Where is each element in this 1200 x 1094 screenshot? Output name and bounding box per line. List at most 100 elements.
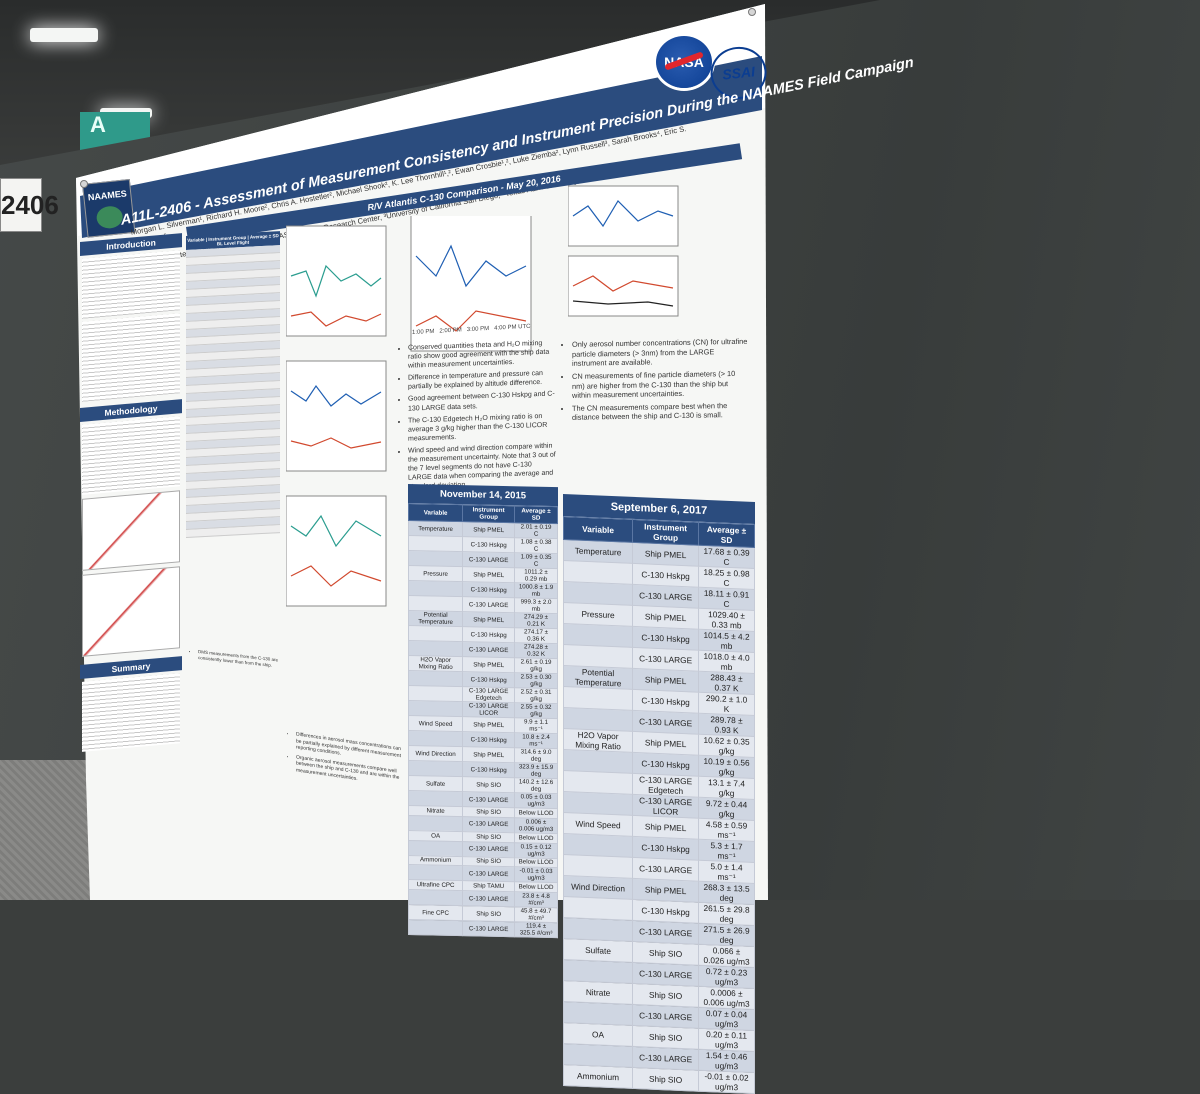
average-cell: 0.066 ± 0.026 ug/m3 xyxy=(698,944,755,968)
instrument-cell: Ship PMEL xyxy=(632,815,699,840)
average-cell: 0.0006 ± 0.006 ug/m3 xyxy=(698,986,755,1010)
instrument-cell: Ship SIO xyxy=(632,1025,699,1050)
november-table-panel: November 14, 2015 Variable Instrument Gr… xyxy=(408,484,558,938)
instrument-cell: C-130 LARGE xyxy=(632,920,699,945)
average-cell: 9.9 ± 1.1 ms⁻¹ xyxy=(514,717,558,734)
variable-cell xyxy=(563,1043,633,1068)
instrument-cell: C-130 LARGE xyxy=(632,584,699,609)
bullet: Difference in temperature and pressure c… xyxy=(408,369,556,392)
average-cell: 119.4 ± 325.5 #/cm³ xyxy=(514,921,558,938)
variable-cell xyxy=(563,560,633,585)
variable-cell xyxy=(408,685,463,702)
average-cell: 17.68 ± 0.39 C xyxy=(698,545,755,569)
average-cell: 2.55 ± 0.32 g/kg xyxy=(514,702,558,719)
variable-cell: Nitrate xyxy=(563,980,633,1005)
variable-cell xyxy=(408,864,463,882)
instrument-cell: C-130 Hskpg xyxy=(632,689,699,714)
sep-header-group: Instrument Group xyxy=(632,519,699,546)
instrument-cell: C-130 Hskpg xyxy=(462,536,515,553)
booth-number: 2406 xyxy=(0,178,59,232)
variable-cell xyxy=(408,700,463,717)
variable-cell: Wind Direction xyxy=(408,745,463,762)
average-cell: 288.43 ± 0.37 K xyxy=(698,671,755,695)
ceiling-light xyxy=(30,28,98,42)
instrument-cell: C-130 Hskpg xyxy=(632,899,699,924)
average-cell: 0.15 ± 0.12 ug/m3 xyxy=(514,842,558,859)
naames-logo-text: NAAMES xyxy=(87,188,128,203)
average-cell: 289.78 ± 0.93 K xyxy=(698,713,755,737)
variable-cell: OA xyxy=(563,1022,633,1047)
profile-figure xyxy=(82,566,180,657)
pushpin xyxy=(748,8,756,16)
average-cell: 10.62 ± 0.35 g/kg xyxy=(698,734,755,758)
introduction-text xyxy=(82,250,180,319)
instrument-cell: C-130 Hskpg xyxy=(462,761,515,778)
average-cell: 140.2 ± 12.6 deg xyxy=(514,777,558,794)
right-bullets: Only aerosol number concentrations (CN) … xyxy=(562,337,748,426)
variable-cell: Potential Temperature xyxy=(408,610,463,627)
nasa-logo: NASA xyxy=(656,36,712,88)
variable-cell xyxy=(563,791,633,816)
average-cell: 274.17 ± 0.36 K xyxy=(514,627,558,644)
average-cell: 0.07 ± 0.04 ug/m3 xyxy=(698,1007,755,1031)
average-cell: -0.01 ± 0.02 ug/m3 xyxy=(698,1070,755,1094)
variable-cell xyxy=(408,790,463,807)
x-tick: 2:00 PM xyxy=(439,327,462,335)
instrument-cell: C-130 LARGE xyxy=(462,841,515,858)
variable-cell xyxy=(408,625,463,642)
variable-cell: H2O Vapor Mixing Ratio xyxy=(408,655,463,672)
variable-cell: Wind Direction xyxy=(563,875,633,900)
variable-cell xyxy=(408,550,463,567)
instrument-cell: Ship SIO xyxy=(462,776,515,793)
instrument-cell: C-130 LARGE xyxy=(632,710,699,735)
instrument-cell: C-130 Hskpg xyxy=(462,626,515,643)
instrument-cell: C-130 Hskpg xyxy=(462,671,515,688)
average-cell: 1.54 ± 0.46 ug/m3 xyxy=(698,1049,755,1073)
instrument-cell: C-130 Hskpg xyxy=(462,581,515,598)
average-cell: 261.5 ± 29.8 deg xyxy=(698,902,755,926)
variable-cell: Ammonium xyxy=(563,1064,633,1089)
variable-cell: Potential Temperature xyxy=(563,665,633,690)
average-cell: 1.08 ± 0.38 C xyxy=(514,537,558,554)
nov-header-group: Instrument Group xyxy=(462,504,515,523)
variable-cell xyxy=(563,749,633,774)
variable-cell xyxy=(563,644,633,669)
average-cell: 10.8 ± 2.4 ms⁻¹ xyxy=(514,732,558,749)
average-cell: 274.28 ± 0.32 K xyxy=(514,642,558,659)
variable-cell xyxy=(408,595,463,612)
instrument-cell: C-130 LARGE xyxy=(462,791,515,808)
instrument-cell: C-130 LARGE xyxy=(632,1046,699,1071)
average-cell: 2.01 ± 0.19 C xyxy=(514,522,558,539)
instrument-cell: C-130 Hskpg xyxy=(632,836,699,861)
bullet: CN measurements of fine particle diamete… xyxy=(572,369,748,401)
average-cell: 5.3 ± 1.7 ms⁻¹ xyxy=(698,839,755,863)
instrument-cell: Ship PMEL xyxy=(462,521,515,538)
average-cell: 0.72 ± 0.23 ug/m3 xyxy=(698,965,755,989)
methodology-text xyxy=(82,416,180,495)
instrument-cell: C-130 LARGE xyxy=(462,890,515,907)
average-cell: 10.19 ± 0.56 g/kg xyxy=(698,755,755,779)
september-table-panel: September 6, 2017 Variable Instrument Gr… xyxy=(563,494,755,1094)
timeseries-figures xyxy=(286,216,532,607)
instrument-cell: C-130 LARGE xyxy=(632,857,699,882)
average-cell: 268.3 ± 13.5 deg xyxy=(698,881,755,905)
may-table-body xyxy=(186,245,280,538)
variable-cell xyxy=(408,919,463,936)
instrument-cell: C-130 LARGE Edgetech xyxy=(632,773,699,798)
instrument-cell: C-130 LARGE LICOR xyxy=(632,794,699,819)
instrument-cell: Ship PMEL xyxy=(462,566,515,583)
instrument-cell: Ship PMEL xyxy=(632,731,699,756)
chart-h2o xyxy=(286,360,387,472)
introduction-text-2 xyxy=(82,313,180,402)
instrument-cell: C-130 LARGE xyxy=(462,866,515,883)
x-axis-label: UTC xyxy=(518,323,531,331)
naames-logo: NAAMES xyxy=(82,178,136,238)
instrument-cell: C-130 LARGE xyxy=(632,1004,699,1029)
variable-cell: Temperature xyxy=(563,539,633,564)
nov-header-variable: Variable xyxy=(408,503,463,522)
variable-cell: Pressure xyxy=(408,565,463,582)
may-header-variable: Variable xyxy=(187,237,205,243)
may-table: Variable | Instrument Group | Average ± … xyxy=(186,231,280,538)
instrument-cell: C-130 LARGE xyxy=(632,647,699,672)
average-cell: 18.11 ± 0.91 C xyxy=(698,587,755,611)
